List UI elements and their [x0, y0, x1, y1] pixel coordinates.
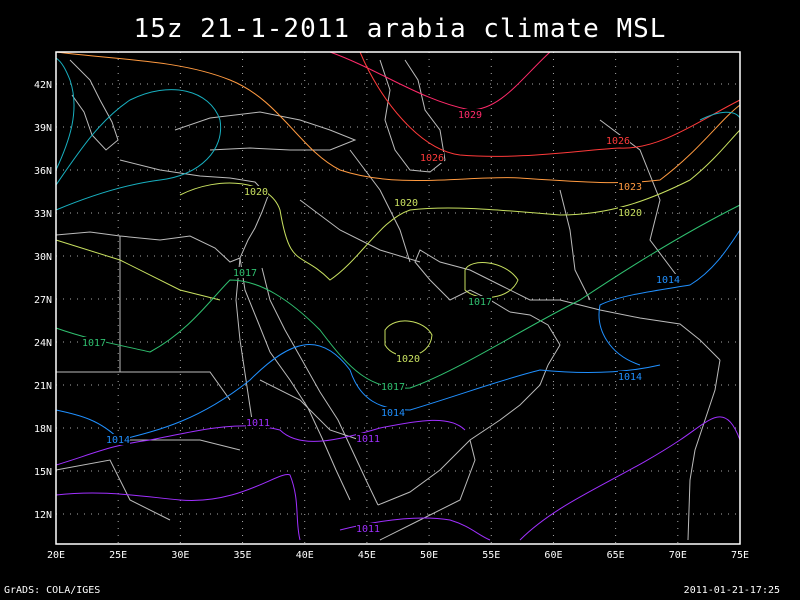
map-title: 15z 21-1-2011 arabia climate MSL	[133, 14, 667, 44]
isobar-1023	[55, 51, 741, 184]
latitude-labels: 42N 39N 36N 33N 30N 27N 24N 21N 18N 15N 12N	[34, 80, 52, 521]
isobar-label-background	[656, 274, 680, 285]
isobar-1020	[179, 129, 741, 281]
lat-tick-label: 42N	[34, 80, 52, 91]
lon-tick-label: 20E	[47, 550, 65, 561]
isobar-label-background	[381, 381, 405, 392]
lon-tick-label: 60E	[544, 550, 562, 561]
longitude-labels: 20E 25E 30E 35E 40E 45E 50E 55E 60E 65E 70E 75E	[47, 550, 749, 561]
isobar-1017-low	[464, 262, 519, 298]
isobar-label-background	[396, 353, 420, 364]
isobar-label: 1020	[244, 187, 268, 198]
isobar-label: 1011	[246, 418, 270, 429]
isobar-label-background	[420, 152, 444, 163]
isobar-label: 1029	[458, 110, 482, 121]
isobar-1029	[329, 51, 551, 111]
isobar-label-background	[618, 371, 642, 382]
isobar-label-background	[381, 407, 405, 418]
footer-credit: GrADS: COLA/IGES	[4, 585, 101, 596]
lat-tick-label: 39N	[34, 123, 52, 134]
lon-tick-label: 55E	[482, 550, 500, 561]
coastlines	[55, 59, 721, 541]
isobar-1026	[359, 51, 741, 157]
lat-lon-grid	[56, 52, 740, 544]
isobar-teal-left	[55, 57, 75, 171]
isobar-1020-left	[55, 239, 221, 301]
isobar-label-background	[246, 417, 270, 428]
isobar-label: 1017	[233, 268, 257, 279]
isobar-label: 1026	[606, 136, 630, 147]
lat-tick-label: 36N	[34, 166, 52, 177]
isobar-1014-right	[598, 229, 741, 366]
isobar-label-background	[606, 135, 630, 146]
lon-tick-label: 30E	[171, 550, 189, 561]
isobar-label: 1023	[618, 182, 642, 193]
lat-tick-label: 21N	[34, 381, 52, 392]
isobar-1011-india	[519, 416, 741, 541]
isobar-1014	[55, 344, 661, 441]
isobar-label-background	[356, 523, 380, 534]
lon-tick-label: 70E	[669, 550, 687, 561]
isobar-label: 1011	[356, 434, 380, 445]
map-frame	[55, 51, 741, 545]
isobar-label-background	[394, 197, 418, 208]
lat-tick-label: 24N	[34, 338, 52, 349]
isobar-teal	[55, 89, 222, 211]
isobar-1020-low	[384, 320, 433, 357]
isobar-label-background	[244, 186, 268, 197]
isobar-label: 1017	[82, 338, 106, 349]
isobars	[55, 51, 741, 541]
isobar-label-background	[82, 337, 106, 348]
isobar-label-background	[618, 181, 642, 192]
isobar-label-background	[106, 434, 130, 445]
lat-tick-label: 18N	[34, 424, 52, 435]
lon-tick-label: 50E	[420, 550, 438, 561]
lon-tick-label: 75E	[731, 550, 749, 561]
lat-tick-label: 30N	[34, 252, 52, 263]
isobar-label: 1020	[394, 198, 418, 209]
isobar-label: 1014	[656, 275, 680, 286]
lat-tick-label: 15N	[34, 467, 52, 478]
isobar-label: 1014	[618, 372, 642, 383]
isobar-label: 1017	[468, 297, 492, 308]
lon-tick-label: 35E	[234, 550, 252, 561]
isobar-label-background	[356, 433, 380, 444]
isobar-teal-right	[699, 111, 741, 121]
lon-tick-label: 45E	[358, 550, 376, 561]
footer-timestamp: 2011-01-21-17:25	[683, 585, 780, 596]
isobar-label: 1026	[420, 153, 444, 164]
isobar-label-background	[458, 109, 482, 120]
isobar-1017	[55, 204, 741, 389]
lat-tick-label: 27N	[34, 295, 52, 306]
lon-tick-label: 65E	[607, 550, 625, 561]
isobar-label: 1011	[356, 524, 380, 535]
isobar-label: 1020	[396, 354, 420, 365]
lat-tick-label: 12N	[34, 510, 52, 521]
lon-tick-label: 25E	[109, 550, 127, 561]
isobar-labels: 1029 1026 1026 1023 1020 1020 1020 1020 1017 1017…	[82, 109, 680, 535]
lon-tick-label: 40E	[296, 550, 314, 561]
isobar-1011-south	[55, 474, 301, 541]
isobar-label: 1020	[618, 208, 642, 219]
isobar-label: 1014	[106, 435, 130, 446]
isobar-label: 1014	[381, 408, 405, 419]
isobar-label-background	[618, 207, 642, 218]
isobar-label-background	[468, 296, 492, 307]
isobar-label-background	[233, 267, 257, 278]
isobar-label: 1017	[381, 382, 405, 393]
lat-tick-label: 33N	[34, 209, 52, 220]
